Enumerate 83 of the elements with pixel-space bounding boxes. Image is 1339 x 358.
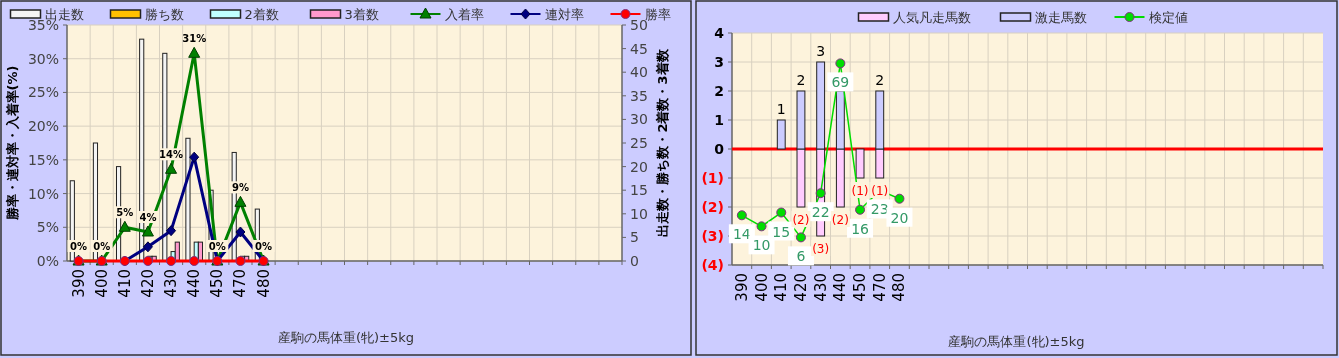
data-label: 0% bbox=[208, 241, 226, 252]
legend-label: 激走馬数 bbox=[1034, 10, 1087, 25]
x-tick-label: 390 bbox=[69, 269, 88, 298]
y-tick-label: (2) bbox=[701, 199, 724, 215]
data-label: 2 bbox=[796, 72, 806, 88]
x-tick-label: 420 bbox=[138, 269, 157, 298]
x-tick-label: 400 bbox=[92, 269, 111, 298]
y2-tick-label: 5 bbox=[630, 229, 639, 246]
x-tick-label: 480 bbox=[890, 273, 909, 302]
y2-tick-label: 35 bbox=[630, 87, 648, 104]
y-tick-label: 0% bbox=[36, 253, 59, 269]
legend-label: 人気凡走馬数 bbox=[892, 10, 971, 25]
data-label: 14 bbox=[732, 226, 751, 243]
data-label: (3) bbox=[812, 242, 830, 256]
y-tick-label: (3) bbox=[701, 228, 724, 244]
x-tick-label: 410 bbox=[115, 269, 134, 298]
data-label: 14% bbox=[159, 149, 184, 161]
y-tick-label: (1) bbox=[701, 170, 724, 186]
y2-axis-title: 出走数・勝ち数・2着数・3着数 bbox=[655, 48, 670, 237]
y-tick-label: 2 bbox=[714, 83, 724, 99]
x-axis-title: 産駒の馬体重(牝)±5kg bbox=[277, 330, 415, 345]
data-label: 16 bbox=[851, 220, 870, 237]
data-label: 9% bbox=[231, 182, 249, 194]
data-label: 0% bbox=[70, 241, 88, 252]
y-tick-label: 25% bbox=[27, 84, 59, 101]
y2-tick-label: 40 bbox=[630, 64, 648, 81]
legend-label: 2着数 bbox=[244, 7, 279, 22]
data-label: 69 bbox=[831, 74, 850, 91]
y-tick-label: 3 bbox=[714, 54, 724, 70]
data-label: 22 bbox=[811, 204, 830, 221]
y-tick-label: 30% bbox=[27, 50, 59, 67]
y2-tick-label: 10 bbox=[630, 205, 648, 222]
y-tick-label: 1 bbox=[714, 112, 724, 128]
y2-tick-label: 30 bbox=[630, 111, 648, 128]
data-label: 3 bbox=[816, 43, 826, 59]
y2-tick-label: 0 bbox=[630, 253, 639, 269]
data-label: (2) bbox=[792, 213, 810, 227]
y-tick-label: 20% bbox=[27, 118, 59, 135]
x-axis-title: 産駒の馬体重(牝)±5kg bbox=[948, 334, 1085, 349]
y2-tick-label: 15 bbox=[630, 182, 648, 199]
data-label: 23 bbox=[870, 201, 889, 218]
y-tick-label: 15% bbox=[27, 151, 59, 168]
legend-label: 勝ち数 bbox=[144, 7, 184, 22]
legend-label: 連対率 bbox=[544, 7, 584, 22]
data-label: 31% bbox=[182, 33, 207, 45]
x-tick-label: 450 bbox=[208, 269, 227, 298]
y-tick-label: 5% bbox=[36, 219, 59, 236]
y2-tick-label: 45 bbox=[630, 40, 648, 57]
data-label: 0% bbox=[255, 241, 273, 252]
y2-tick-label: 20 bbox=[630, 158, 648, 175]
x-tick-label: 430 bbox=[811, 273, 830, 302]
data-label: (1) bbox=[871, 184, 889, 198]
y-tick-label: (4) bbox=[701, 257, 724, 273]
x-tick-label: 470 bbox=[870, 273, 889, 302]
y2-tick-label: 25 bbox=[630, 135, 648, 151]
x-tick-label: 470 bbox=[231, 269, 250, 298]
legend-label: 3着数 bbox=[344, 7, 379, 22]
data-label: 2 bbox=[875, 72, 885, 88]
data-label: 6 bbox=[796, 248, 806, 265]
data-label: 5% bbox=[116, 207, 134, 219]
legend-label: 検定値 bbox=[1148, 10, 1188, 25]
data-label: 15 bbox=[772, 223, 791, 240]
data-label: 10 bbox=[752, 237, 771, 254]
y-tick-label: 4 bbox=[714, 25, 725, 41]
y-tick-label: 10% bbox=[27, 185, 59, 202]
data-label: (2) bbox=[831, 213, 849, 227]
x-tick-label: 420 bbox=[791, 273, 810, 302]
x-tick-label: 450 bbox=[851, 273, 870, 302]
x-tick-label: 410 bbox=[772, 273, 791, 302]
x-tick-label: 440 bbox=[185, 269, 204, 298]
x-tick-label: 390 bbox=[732, 273, 751, 302]
x-tick-label: 440 bbox=[831, 273, 850, 302]
data-label: (1) bbox=[851, 184, 869, 198]
y-axis-title: 勝率・連対率・入着率(%) bbox=[5, 65, 20, 222]
x-tick-label: 430 bbox=[162, 269, 181, 298]
data-label: 4% bbox=[139, 212, 157, 224]
data-label: 0% bbox=[93, 241, 111, 252]
data-label: 1 bbox=[776, 101, 786, 117]
y-tick-label: 0 bbox=[714, 141, 725, 157]
x-tick-label: 400 bbox=[752, 273, 771, 302]
legend-label: 入着率 bbox=[444, 7, 484, 22]
x-tick-label: 480 bbox=[254, 269, 273, 298]
data-label: 20 bbox=[890, 209, 909, 226]
